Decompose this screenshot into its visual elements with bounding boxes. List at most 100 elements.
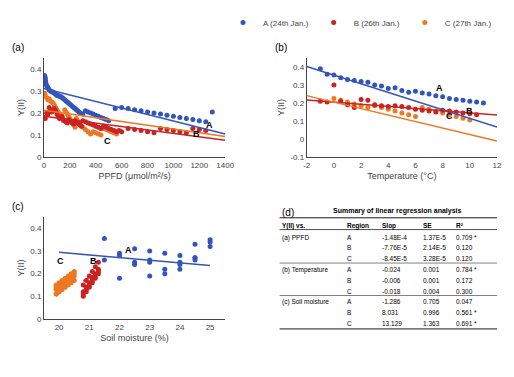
svg-text:B: B [90,256,97,266]
svg-text:0.3: 0.3 [30,87,42,96]
svg-text:0.784 *: 0.784 * [456,266,477,273]
svg-text:0.705: 0.705 [423,298,440,305]
svg-text:-8.45E-5: -8.45E-5 [382,255,407,262]
svg-text:C: C [446,111,453,121]
svg-text:(c) Soil moisture: (c) Soil moisture [282,298,329,306]
svg-text:Y(II): Y(II) [276,99,286,116]
svg-text:-0.1: -0.1 [290,153,304,162]
svg-text:0.4: 0.4 [30,65,42,74]
svg-text:6: 6 [413,161,418,170]
svg-text:-0.024: -0.024 [382,266,401,273]
svg-text:Soil moisture (%): Soil moisture (%) [100,333,169,343]
svg-text:0.3: 0.3 [30,247,42,256]
svg-text:B: B [466,106,473,116]
svg-text:(c): (c) [12,201,24,212]
svg-text:0: 0 [37,315,42,324]
svg-text:Slop: Slop [382,222,396,230]
svg-text:20: 20 [55,323,64,332]
svg-text:0.1: 0.1 [30,292,42,301]
svg-text:200: 200 [63,161,77,170]
svg-text:0.001: 0.001 [423,266,440,273]
svg-text:Temperature (°C): Temperature (°C) [367,171,436,181]
svg-text:C: C [104,136,111,146]
svg-text:8.031: 8.031 [382,309,399,316]
svg-text:0.691 *: 0.691 * [456,320,477,327]
svg-text:0.4: 0.4 [293,63,305,72]
svg-text:0.2: 0.2 [293,99,305,108]
svg-text:(b): (b) [275,42,287,53]
svg-text:-0.006: -0.006 [382,277,401,284]
svg-text:-7.76E-5: -7.76E-5 [382,244,407,251]
svg-text:0.1: 0.1 [30,131,42,140]
svg-text:A: A [436,83,443,93]
svg-text:4: 4 [386,161,391,170]
svg-text:13.129: 13.129 [382,320,402,327]
svg-text:0.120: 0.120 [456,255,473,262]
svg-text:A: A [206,120,213,130]
svg-text:0.561 *: 0.561 * [456,309,477,316]
svg-text:C: C [347,288,352,295]
svg-text:C: C [347,320,352,327]
svg-text:400: 400 [89,161,103,170]
svg-text:Summary of linear regression a: Summary of linear regression analysis [333,207,461,215]
svg-text:0.300: 0.300 [456,288,473,295]
svg-text:10: 10 [465,161,474,170]
svg-text:0.709 *: 0.709 * [456,234,477,241]
svg-text:C (27th Jan.): C (27th Jan.) [445,19,492,28]
svg-text:C: C [57,256,64,266]
svg-text:24: 24 [175,323,184,332]
svg-text:Y(II) vs.: Y(II) vs. [282,222,305,230]
svg-text:(a) PPFD: (a) PPFD [282,234,309,242]
svg-text:SE: SE [423,222,432,229]
svg-text:A: A [125,245,132,255]
svg-text:1000: 1000 [165,161,183,170]
svg-text:B: B [193,129,200,139]
svg-text:600: 600 [115,161,129,170]
svg-text:-0.018: -0.018 [382,288,401,295]
svg-text:A: A [347,298,352,305]
svg-text:A (24th Jan.): A (24th Jan.) [263,19,309,28]
svg-text:B: B [347,244,351,251]
svg-text:PPFD (μmol/m²/s): PPFD (μmol/m²/s) [99,171,171,181]
svg-text:25: 25 [206,323,215,332]
svg-text:A: A [347,234,352,241]
svg-text:0.172: 0.172 [456,277,473,284]
svg-text:-1.286: -1.286 [382,298,401,305]
svg-text:0.996: 0.996 [423,309,440,316]
svg-text:1400: 1400 [216,161,234,170]
svg-text:0.120: 0.120 [456,244,473,251]
svg-text:1200: 1200 [190,161,208,170]
svg-text:0.1: 0.1 [293,117,305,126]
svg-text:21: 21 [85,323,94,332]
svg-text:-1.48E-4: -1.48E-4 [382,234,407,241]
svg-text:0.047: 0.047 [456,298,473,305]
svg-text:22: 22 [115,323,124,332]
svg-text:0.4: 0.4 [30,224,42,233]
svg-text:Y(II): Y(II) [16,99,26,116]
svg-text:B: B [347,277,351,284]
svg-text:-2: -2 [303,161,311,170]
svg-text:12: 12 [493,161,502,170]
svg-text:0: 0 [37,153,42,162]
svg-text:800: 800 [141,161,155,170]
svg-text:B: B [347,309,351,316]
svg-text:3.28E-5: 3.28E-5 [423,255,446,262]
svg-text:0: 0 [42,161,47,170]
svg-text:1.37E-5: 1.37E-5 [423,234,446,241]
svg-text:23: 23 [145,323,154,332]
svg-text:0.004: 0.004 [423,288,440,295]
svg-text:B (26th Jan.): B (26th Jan.) [354,19,400,28]
svg-text:0.2: 0.2 [30,269,42,278]
svg-text:0.3: 0.3 [293,81,305,90]
svg-text:1.363: 1.363 [423,320,440,327]
svg-text:(b) Temperature: (b) Temperature [282,266,329,274]
svg-text:(a): (a) [12,42,24,53]
svg-text:0: 0 [332,161,337,170]
svg-text:0.2: 0.2 [30,109,42,118]
svg-text:0: 0 [300,135,305,144]
svg-text:C: C [347,255,352,262]
svg-text:2: 2 [359,161,364,170]
svg-text:0.001: 0.001 [423,277,440,284]
svg-text:A: A [347,266,352,273]
svg-text:Region: Region [347,222,369,230]
